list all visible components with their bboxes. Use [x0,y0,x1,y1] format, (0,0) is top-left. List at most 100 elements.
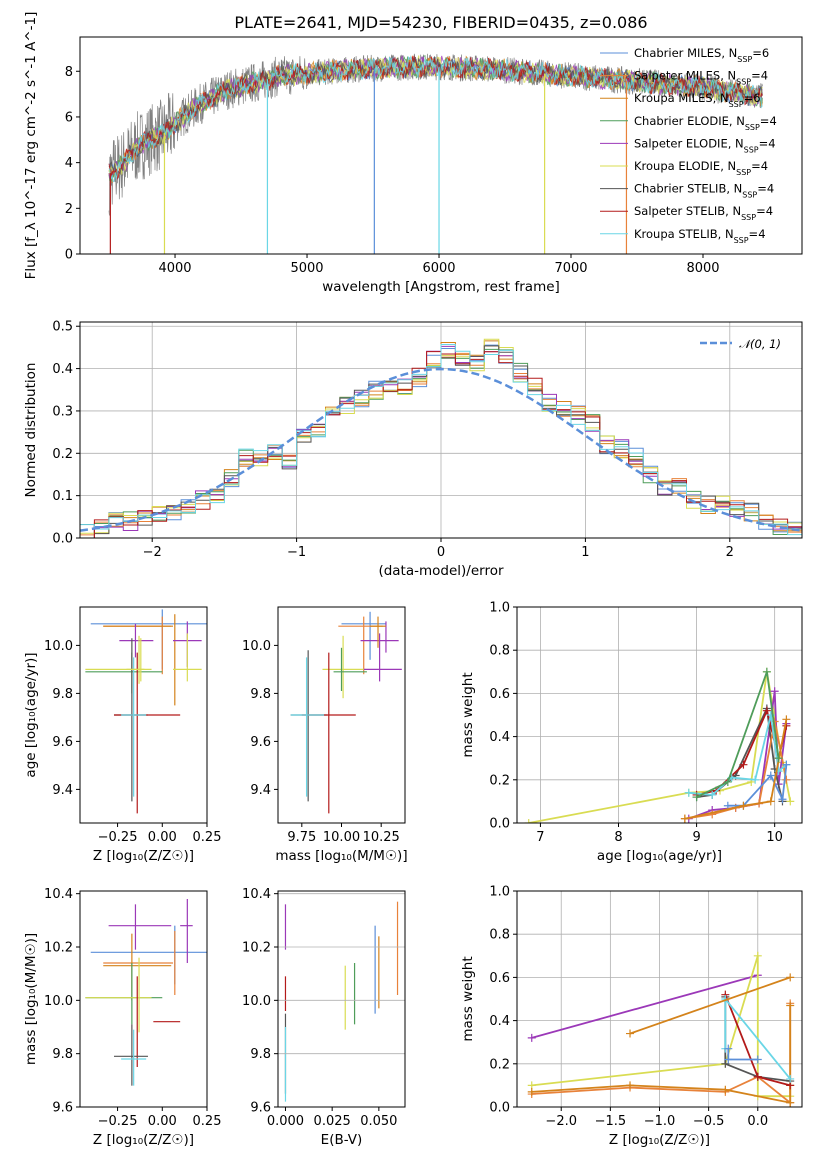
legend-ssp: SSP [734,235,749,244]
legend-ssp: SSP [736,168,751,177]
legend-entry: Kroupa STELIB, NSSP=4 [634,227,766,245]
y-tick-label: 9.8 [250,687,271,702]
x-tick-label: 8 [614,830,622,845]
x-axis-label: E(B-V) [321,1132,363,1148]
y-axis-label: mass [log₁₀(M/M☉)] [23,933,39,1065]
y-tick-label: 0.0 [489,817,510,832]
weight-marker [721,1085,730,1094]
x-tick-label: 9 [692,830,700,845]
legend-nssp: 6 [753,91,760,105]
y-tick-label: 6 [65,110,73,125]
legend-eq: = [757,182,767,196]
legend-n: , N [720,159,736,173]
y-axis-label: mass weight [460,672,476,757]
y-tick-label: 0.1 [52,489,73,504]
legend-nssp: 4 [761,159,768,173]
x-tick-label: 4000 [158,261,191,276]
legend-imf: Chabrier [634,46,684,60]
errorbars-mass-vs-Z [85,899,207,1086]
y-tick-label: 0 [65,248,73,263]
weight-marker [762,667,771,676]
legend-lib: STELIB [687,182,726,196]
x-tick-label: 9.75 [287,830,316,845]
legend-entry: Chabrier STELIB, NSSP=4 [634,182,774,200]
legend-imf: Chabrier [634,182,684,196]
y-tick-label: 0.6 [489,971,510,986]
y-tick-label: 0.2 [489,1057,510,1072]
frame-mass-vs-Z: −0.25 0.00 0.25 9.6 9.8 10.0 10.2 10.4 Z [log₁₀(… [23,887,221,1148]
legend-lib: ELODIE [687,114,729,128]
legend-imf: Salpeter [634,136,683,150]
x-tick-label: 7 [536,830,544,845]
legend-lib: MILES [687,46,721,60]
legend-imf: Salpeter [634,69,683,83]
legend-lib: MILES [686,69,720,83]
y-tick-label: 10.0 [242,639,271,654]
x-tick-label: 0.00 [148,830,177,845]
weight-marker [782,760,791,769]
legend-eq: = [760,114,770,128]
y-axis-label: Flux [f_λ 10^-17 erg cm^-2 s^-1 A^-1] [23,12,39,280]
legend-n: , N [725,204,741,218]
legend-lib: STELIB [678,227,717,241]
frame-weight-vs-Z: −2.0 −1.5 −1.0 −0.5 0.0 0.0 0.2 0.4 0.6 0.8 1.0 Z [… [460,885,803,1148]
x-tick-label: 0.025 [314,1114,351,1129]
weight-marker [739,760,748,769]
legend-eq: = [751,69,761,83]
weight-marker [786,973,795,982]
x-tick-label: 5000 [290,261,323,276]
legend-lib: ELODIE [678,159,720,173]
weight-marker [721,1059,730,1068]
y-tick-label: 9.4 [52,783,73,798]
frame-weight-vs-age: 7 8 9 10 0.0 0.2 0.4 0.6 0.8 1.0 age [log₁₀(age/yr… [460,601,803,864]
legend-n: , N [721,46,737,60]
x-tick-label: −0.25 [98,1114,138,1129]
legend-ssp: SSP [745,122,760,131]
legend-ssp: SSP [744,145,759,154]
weight-marker [782,775,791,784]
legend-n: , N [726,182,742,196]
legend-entry: Kroupa MILES, NSSP=6 [634,91,761,109]
x-tick-label: 0.25 [193,1114,222,1129]
legend-nssp: 4 [758,227,765,241]
legend-imf: Kroupa [634,227,675,241]
weight-marker [527,1033,536,1042]
errorbars-age-vs-mass [290,611,402,814]
y-axis-label: Normed distribution [23,363,39,498]
x-tick-label: 2 [726,545,734,560]
legend-ssp: SSP [736,77,751,86]
y-tick-label: 0.8 [489,928,510,943]
weight-marker [724,1055,733,1064]
y-tick-label: 9.8 [52,687,73,702]
legend-entry: Salpeter STELIB, NSSP=4 [634,204,773,222]
weight-marker [692,793,701,802]
x-tick-label: 0.25 [193,830,222,845]
y-tick-label: 0.2 [489,773,510,788]
y-tick-label: 9.6 [250,1101,271,1116]
legend-entry: Salpeter ELODIE, NSSP=4 [634,136,776,154]
x-axis-label: Z [log₁₀(Z/Z☉)] [93,848,194,864]
legend-n: , N [729,114,745,128]
frame-age-vs-Z: −0.25 0.00 0.25 9.4 9.6 9.8 10.0 Z [log₁₀(Z/Z☉)… [23,606,222,864]
legend-imf: Kroupa [634,91,675,105]
y-tick-label: 2 [65,202,73,217]
legend-lib: ELODIE [686,136,728,150]
axes-frame [79,606,208,824]
legend-ssp: SSP [741,213,756,222]
weight-marker [753,1055,762,1064]
y-tick-label: 0.8 [489,644,510,659]
x-tick-label: 10 [766,830,783,845]
weight-marker [680,814,689,823]
x-tick-label: −0.25 [98,830,138,845]
legend-eq: = [749,227,759,241]
y-tick-label: 0.4 [489,730,510,745]
weight-marker [524,819,533,823]
weight-marker [684,788,693,797]
weight-marker [724,1044,733,1053]
legend-nssp: 4 [768,136,775,150]
x-tick-label: 7000 [554,261,587,276]
axes-frame [516,606,803,824]
y-tick-label: 0.0 [52,532,73,547]
weight-marker [774,754,783,763]
